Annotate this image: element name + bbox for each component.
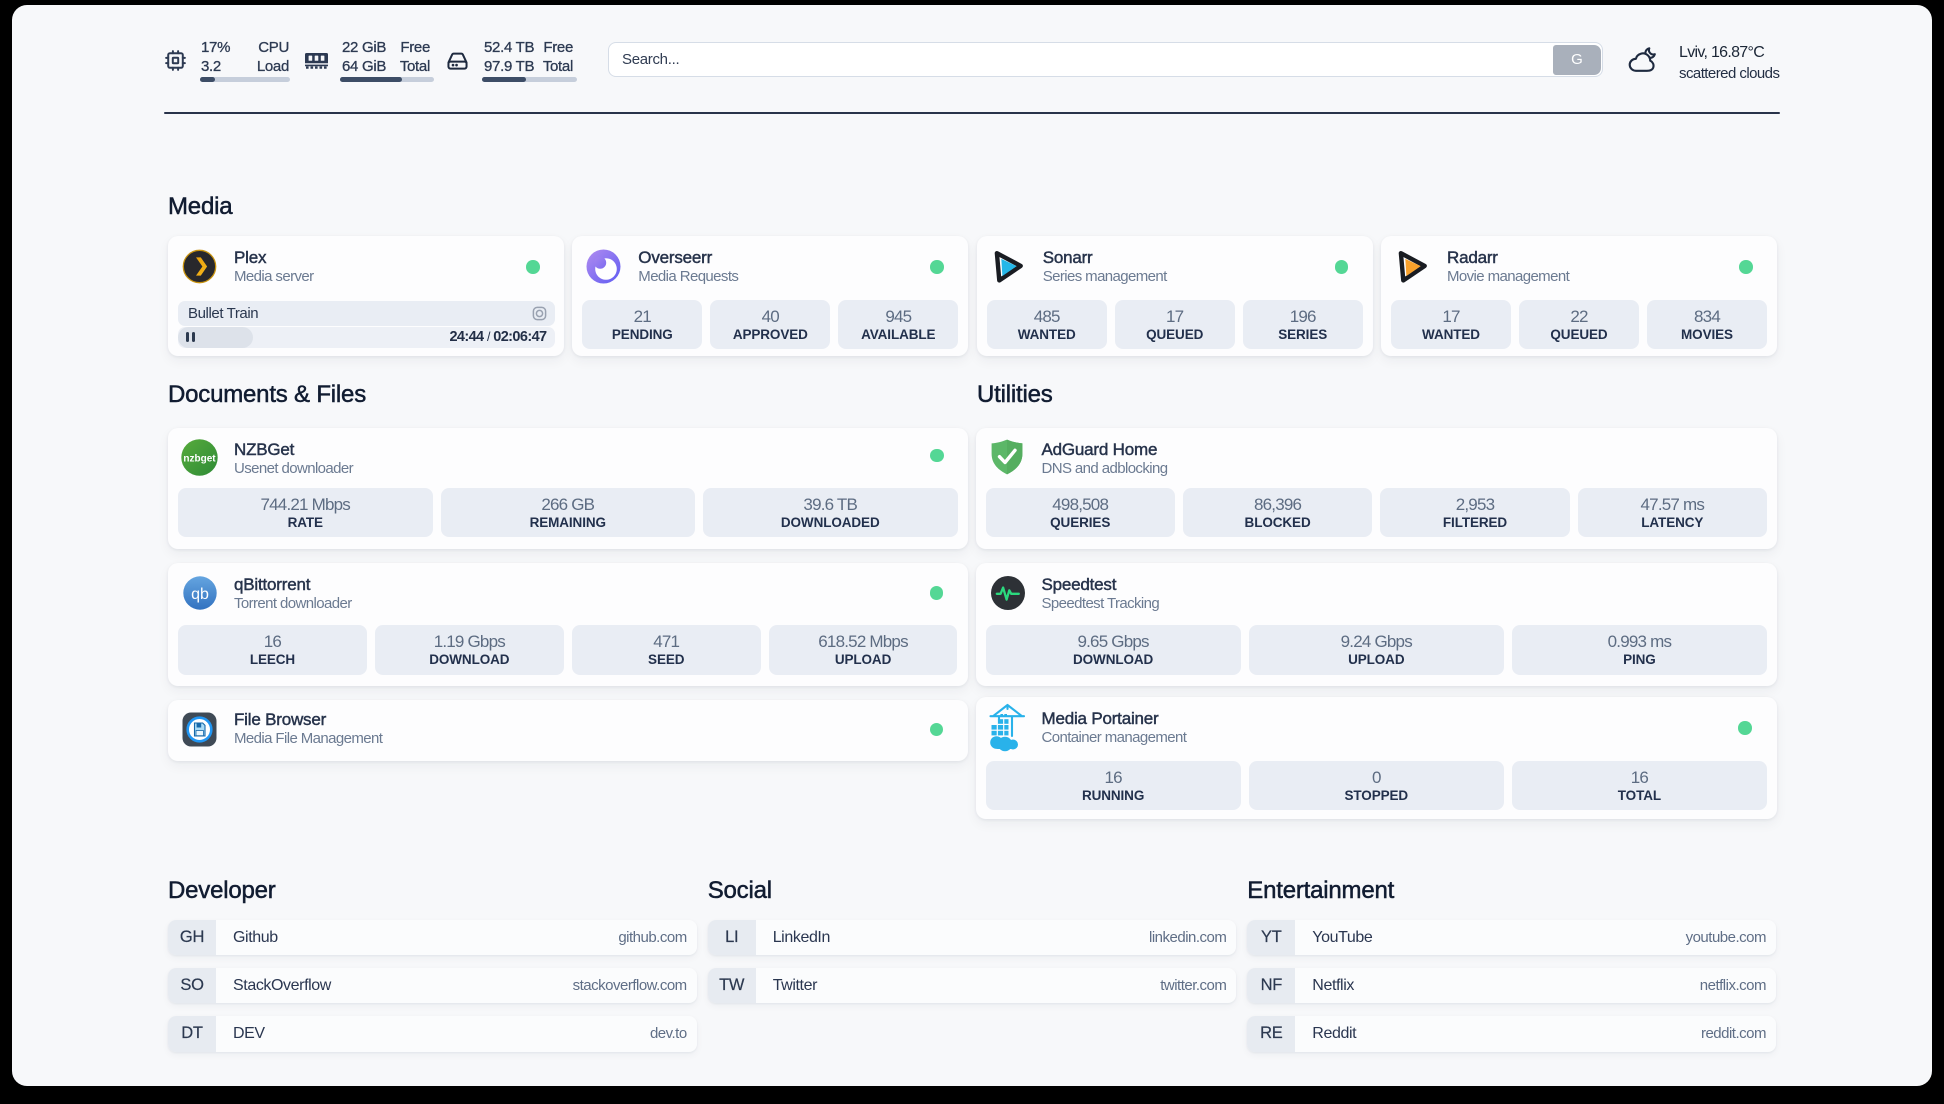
- svg-text:qb: qb: [191, 586, 209, 603]
- svg-text:nzbget: nzbget: [183, 453, 216, 464]
